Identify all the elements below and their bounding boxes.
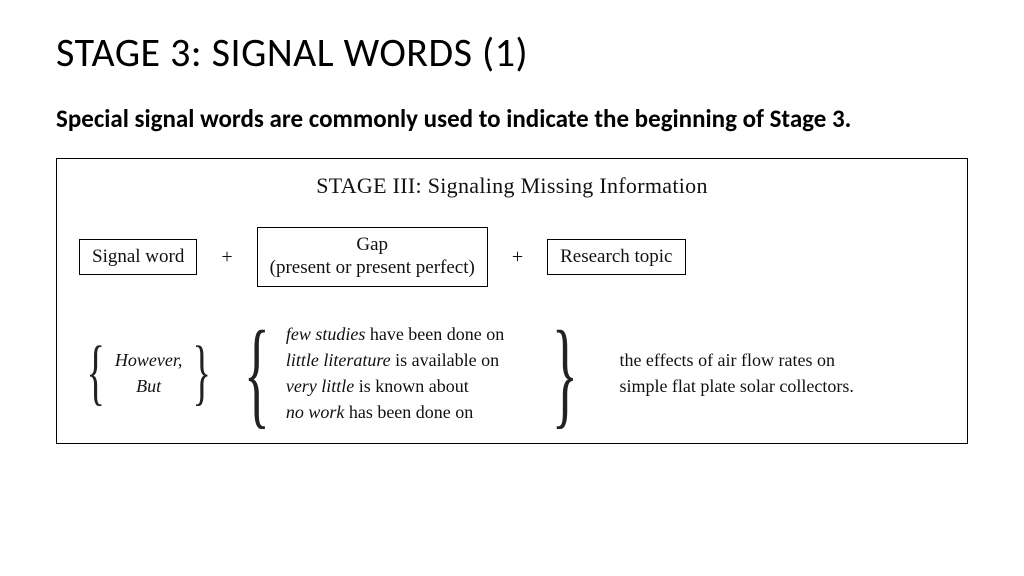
example-gap-4: no work has been done on — [286, 399, 536, 425]
gap-line-1: Gap — [270, 234, 475, 257]
example-topic: the effects of air flow rates on simple … — [603, 347, 873, 399]
box-research-topic: Research topic — [547, 239, 685, 276]
formula-row: Signal word + Gap (present or present pe… — [79, 227, 945, 287]
example-topic-line-1: the effects of air flow rates on — [619, 347, 873, 373]
example-topic-line-2: simple flat plate solar collectors. — [619, 373, 873, 399]
example-gap-phrases: few studies have been done on little lit… — [286, 321, 536, 425]
page-title: STAGE 3: SIGNAL WORDS (1) — [56, 28, 968, 77]
example-gap-2: little literature is available on — [286, 347, 536, 373]
subtitle: Special signal words are commonly used t… — [56, 103, 876, 134]
slide: STAGE 3: SIGNAL WORDS (1) Special signal… — [0, 0, 1024, 576]
examples-row: { However, But } { few studies have been… — [79, 321, 945, 425]
gap-line-2: (present or present perfect) — [270, 257, 475, 280]
box-signal-word: Signal word — [79, 239, 197, 276]
example-signal-2: But — [113, 373, 185, 399]
panel-heading: STAGE III: Signaling Missing Information — [79, 173, 945, 199]
diagram-panel: STAGE III: Signaling Missing Information… — [56, 158, 968, 444]
example-signal-words: However, But — [113, 347, 185, 399]
box-gap: Gap (present or present perfect) — [257, 227, 488, 287]
example-gap-1: few studies have been done on — [286, 321, 536, 347]
plus-icon: + — [506, 246, 529, 269]
plus-icon: + — [215, 246, 238, 269]
example-signal-1: However, — [113, 347, 185, 373]
brace-group-signal: { However, But } — [79, 347, 218, 399]
example-gap-3: very little is known about — [286, 373, 536, 399]
brace-group-gap: { few studies have been done on little l… — [228, 321, 593, 425]
